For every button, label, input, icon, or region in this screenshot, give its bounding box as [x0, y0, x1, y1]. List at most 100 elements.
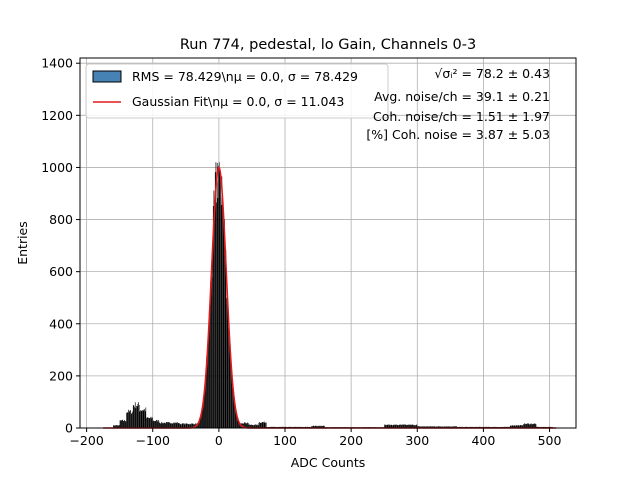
histogram-bar — [236, 411, 237, 428]
histogram-bar — [175, 422, 176, 428]
histogram-bar — [201, 410, 203, 428]
grid-lines — [80, 58, 576, 429]
legend-fit-label: Gaussian Fit\nμ = 0.0, σ = 11.043 — [132, 94, 344, 109]
histogram-bar — [256, 424, 258, 428]
histogram-bar — [321, 426, 323, 428]
y-tick-label: 1200 — [41, 108, 73, 123]
histogram-bar — [160, 423, 162, 428]
histogram-bar — [230, 360, 232, 428]
histogram-bar — [534, 423, 536, 428]
histogram-bar — [396, 424, 397, 428]
histogram-bar — [193, 423, 194, 428]
histogram-bar — [429, 426, 430, 428]
histogram-bar — [527, 423, 529, 428]
histogram-bar — [249, 424, 250, 428]
stat-coh-noise-percent: [%] Coh. noise = 3.87 ± 5.03 — [366, 127, 550, 142]
histogram-bar — [150, 417, 151, 428]
histogram-bar — [246, 423, 248, 428]
histogram-bar — [185, 424, 186, 428]
histogram-bar — [192, 423, 194, 428]
histogram-bar — [264, 422, 266, 428]
histogram-bar — [122, 420, 124, 428]
histogram-bar — [239, 422, 241, 428]
histogram-bar — [113, 425, 115, 428]
histogram-bar — [214, 172, 216, 428]
histogram-bar — [258, 422, 260, 428]
histogram-bar — [146, 418, 147, 428]
histogram-bar — [387, 424, 389, 428]
histogram-bar — [113, 425, 114, 428]
histogram-bar — [223, 220, 225, 428]
histogram-bar — [224, 255, 226, 428]
histogram-bar — [400, 424, 401, 428]
histogram-bar — [166, 422, 168, 428]
histogram-bar — [402, 424, 404, 428]
histogram-bar — [169, 423, 171, 428]
histogram-bar — [149, 418, 151, 428]
histogram-bar — [535, 424, 537, 428]
histogram-bar — [324, 425, 325, 428]
histogram-bar — [124, 421, 126, 428]
histogram-bar — [191, 423, 193, 428]
histogram-bar — [384, 425, 386, 428]
histogram-bar — [189, 423, 191, 428]
histogram-bar — [216, 162, 218, 428]
histogram-bar — [172, 423, 174, 428]
histogram-bar — [224, 219, 225, 428]
histogram-bar — [528, 423, 530, 428]
histogram-bar — [221, 176, 223, 428]
histogram-bar — [152, 421, 154, 428]
histogram-bar — [260, 422, 262, 428]
histogram-bar — [254, 424, 256, 428]
histogram-bar — [261, 422, 263, 428]
histogram-bar — [511, 425, 513, 428]
histogram-bar — [153, 420, 155, 428]
histogram-bar — [216, 202, 217, 428]
histogram-bar — [198, 421, 200, 428]
histogram-bar — [214, 200, 215, 428]
stat-sigma: √σᵢ² = 78.2 ± 0.43 — [434, 66, 550, 81]
histogram-bar — [531, 424, 533, 428]
histogram-bar — [191, 423, 192, 428]
histogram-bar — [238, 420, 239, 428]
histogram-bar — [265, 422, 267, 428]
histogram-bar — [318, 425, 319, 428]
histogram-bar — [122, 419, 123, 428]
y-tick-label: 1400 — [41, 56, 73, 71]
histogram-bar — [147, 417, 149, 428]
histogram-bar — [407, 425, 409, 428]
histogram-bar — [415, 424, 417, 428]
histogram-bar — [117, 425, 119, 428]
legend-box — [85, 63, 389, 119]
histogram-bar — [521, 425, 522, 428]
histogram-bar — [385, 424, 387, 428]
histogram-bar — [156, 419, 158, 428]
histogram-bar — [247, 423, 249, 428]
histogram-bar — [236, 417, 238, 428]
histogram-bar — [242, 423, 244, 428]
histogram-bar — [204, 385, 206, 428]
histogram-bar — [406, 425, 407, 428]
histogram-bar — [226, 298, 227, 428]
histogram-bar — [515, 425, 517, 428]
histogram-bar — [526, 423, 528, 428]
histogram-bar — [232, 387, 233, 428]
histogram-bar — [171, 423, 173, 428]
histogram-bar — [398, 425, 400, 428]
histogram-bar — [136, 406, 138, 428]
histogram-bar — [185, 423, 187, 428]
histogram-bar — [384, 424, 385, 428]
histogram-bar — [522, 425, 524, 428]
histogram-bar — [525, 424, 527, 428]
histogram-bar — [438, 426, 440, 428]
histogram-bar — [394, 425, 396, 428]
histogram-bar — [190, 424, 192, 428]
histogram-bar — [235, 408, 237, 428]
histogram-bar — [423, 426, 424, 428]
histogram-bar — [204, 390, 205, 428]
histogram-bar — [517, 425, 519, 428]
histogram-bar — [121, 419, 123, 428]
histogram-bar — [247, 422, 248, 428]
y-tick-label: 400 — [49, 316, 73, 331]
